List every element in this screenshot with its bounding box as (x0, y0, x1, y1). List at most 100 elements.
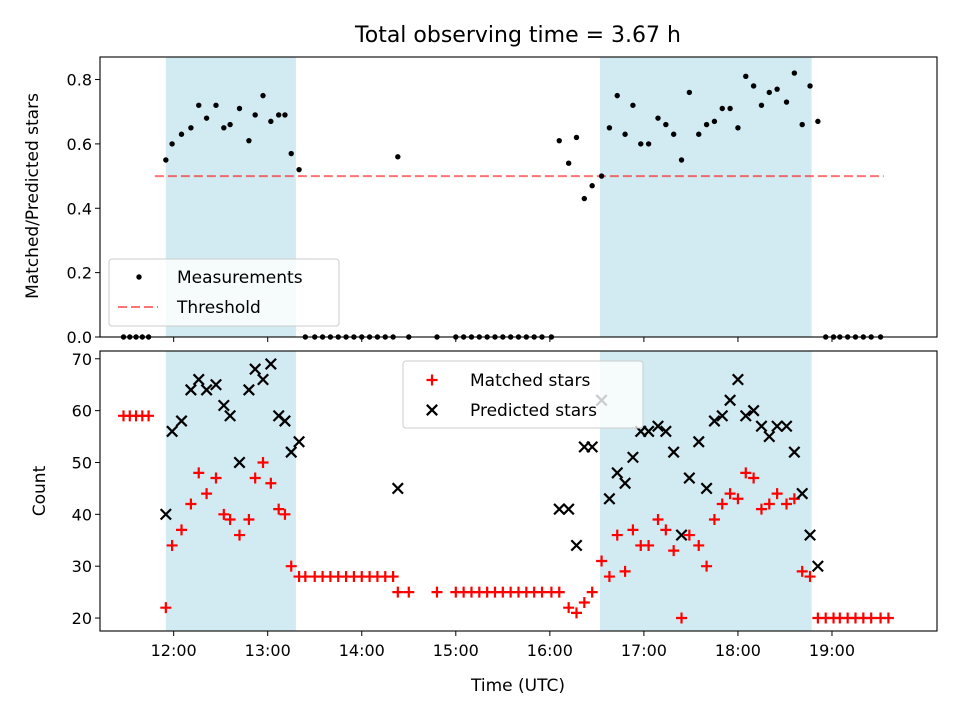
matched-stars-series (118, 410, 894, 624)
x-point (184, 383, 197, 396)
x-point (570, 539, 583, 552)
dot-point (614, 92, 620, 99)
plus-point (299, 571, 311, 583)
dot-point (606, 125, 613, 131)
dot-point (598, 173, 605, 179)
dot-point (268, 118, 274, 125)
plus-point (748, 472, 760, 484)
legend-matched-marker (426, 374, 438, 386)
plus-point (755, 503, 767, 515)
chart-title: Total observing time = 3.67 h (354, 23, 681, 48)
x-point (175, 415, 188, 427)
x-point (391, 482, 404, 495)
x-point (233, 456, 246, 469)
ytick-label: 0.0 (67, 328, 92, 347)
bottom-legend-box (402, 360, 644, 429)
dot-point (750, 83, 757, 89)
x-point (652, 420, 664, 433)
bottom-panel-ylabel: Count (30, 465, 50, 516)
ytick-label: 20 (72, 609, 92, 628)
dot-point (815, 118, 821, 125)
plus-point (740, 467, 752, 479)
shaded-span-1 (165, 351, 296, 631)
x-point (771, 420, 784, 433)
dot-point (573, 134, 580, 141)
plus-point (716, 498, 728, 510)
dot-point (221, 125, 227, 131)
x-point (619, 477, 632, 490)
dot-point (296, 166, 302, 173)
top-legend-box (108, 258, 340, 327)
plus-point (708, 514, 720, 526)
xtick-label: 17:00 (621, 641, 667, 660)
legend-measurements-label: Measurements (177, 268, 303, 288)
dot-point (696, 131, 702, 137)
plus-point (611, 529, 623, 541)
plus-point (392, 586, 404, 598)
plus-point (218, 508, 230, 520)
dot-point (766, 89, 772, 96)
x-point (249, 363, 262, 376)
legend-threshold-label: Threshold (176, 298, 261, 318)
plus-point (660, 524, 672, 536)
x-point (159, 508, 172, 521)
plus-point (257, 456, 269, 468)
dot-point (686, 89, 693, 96)
plus-point (160, 602, 172, 614)
dot-point (670, 131, 677, 137)
shaded-span-2 (600, 57, 812, 337)
plus-point (796, 565, 808, 577)
plus-point (771, 488, 783, 500)
dot-point (799, 121, 805, 128)
dot-point (655, 115, 661, 121)
dot-point (719, 105, 725, 112)
legend-matched-label: Matched stars (470, 371, 590, 391)
plus-point (403, 586, 415, 598)
x-point (200, 383, 213, 396)
x-point (192, 373, 205, 386)
plus-point (603, 571, 615, 583)
plus-point (627, 524, 639, 536)
plus-point (865, 612, 877, 624)
ytick-label: 60 (72, 402, 92, 421)
dot-point (783, 99, 790, 105)
dot-point (178, 131, 185, 137)
x-point (553, 503, 566, 516)
legend-predicted-marker (426, 404, 438, 416)
plus-point (176, 524, 188, 536)
x-point (739, 409, 752, 422)
x-point (562, 503, 575, 516)
dot-point (622, 131, 628, 137)
plus-point (652, 514, 664, 526)
dot-point (807, 83, 813, 89)
ytick-label: 0.8 (67, 71, 92, 90)
plus-point (553, 586, 565, 598)
x-point (675, 529, 688, 542)
dot-point (556, 137, 562, 144)
dot-point (246, 137, 252, 144)
x-point (780, 420, 793, 433)
x-point (285, 446, 298, 459)
plus-point (643, 539, 655, 551)
plus-point (387, 571, 399, 583)
dot-point (395, 154, 401, 160)
xtick-label: 15:00 (433, 641, 479, 660)
dot-point (735, 125, 741, 131)
ytick-label: 70 (72, 350, 92, 369)
x-point (586, 440, 599, 453)
bottom-panel: Count Time (UTC) 20 30 40 50 60 70 12:00 13:00 1… (30, 350, 938, 696)
dot-point (703, 121, 710, 128)
dot-point (188, 125, 194, 131)
x-point (667, 446, 680, 459)
dot-point (758, 102, 765, 108)
plus-point (193, 467, 205, 479)
plus-point (224, 514, 236, 526)
plus-point (143, 410, 155, 422)
dot-point (213, 102, 219, 108)
legend-measurement-marker (136, 274, 142, 280)
dot-point (236, 105, 243, 112)
dot-point (638, 141, 644, 147)
x-point (692, 435, 705, 448)
dot-point (196, 102, 202, 108)
